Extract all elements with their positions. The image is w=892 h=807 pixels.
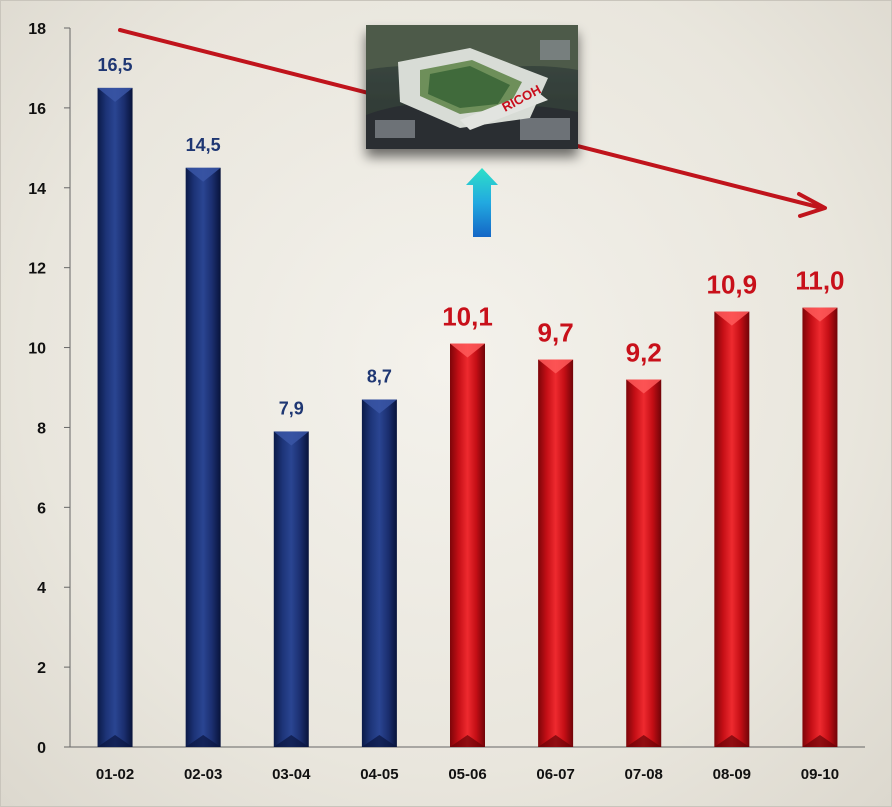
- y-tick-label: 4: [37, 580, 46, 597]
- bar-top-bevel: [97, 87, 133, 102]
- y-tick-label: 6: [37, 500, 46, 517]
- data-label: 10,1: [442, 302, 493, 332]
- y-tick-label: 0: [37, 740, 46, 757]
- bar-01-02: [97, 87, 133, 747]
- y-tick-label: 12: [28, 261, 46, 278]
- data-label: 11,0: [795, 266, 844, 296]
- y-tick-label: 8: [37, 420, 46, 437]
- bar-top-bevel: [450, 343, 485, 358]
- bar-08-09: [714, 311, 750, 747]
- data-label: 7,9: [279, 398, 304, 418]
- x-tick-label: 09-10: [801, 766, 839, 783]
- bar: [538, 359, 574, 747]
- bar: [626, 379, 662, 747]
- bar: [97, 87, 133, 747]
- bar-05-06: [450, 343, 485, 747]
- bar-top-bevel: [626, 379, 662, 394]
- y-tick-label: 2: [37, 660, 46, 677]
- x-tick-label: 06-07: [536, 766, 574, 783]
- y-tick-label: 18: [28, 21, 46, 38]
- bar: [802, 307, 838, 747]
- bar-07-08: [626, 379, 662, 747]
- bar-bottom-bevel: [626, 735, 662, 747]
- bar-top-bevel: [714, 311, 750, 326]
- bar-bottom-bevel: [97, 735, 133, 747]
- bar-bottom-bevel: [185, 735, 221, 747]
- bar-top-bevel: [538, 359, 574, 374]
- bar-06-07: [538, 359, 574, 747]
- bar: [361, 399, 397, 747]
- y-tick-label: 10: [28, 341, 46, 358]
- bar-04-05: [361, 399, 397, 747]
- bar: [450, 343, 485, 747]
- data-label: 9,2: [626, 338, 662, 368]
- bar-bottom-bevel: [538, 735, 574, 747]
- x-tick-label: 05-06: [448, 766, 486, 783]
- x-tick-label: 07-08: [625, 766, 663, 783]
- x-tick-label: 04-05: [360, 766, 398, 783]
- stadium-photo: RICOH: [366, 25, 578, 149]
- bar: [273, 431, 309, 747]
- bar-09-10: [802, 307, 838, 747]
- bar-02-03: [185, 167, 221, 748]
- bar-bottom-bevel: [802, 735, 838, 747]
- bar-bottom-bevel: [714, 735, 750, 747]
- bar-03-04: [273, 431, 309, 747]
- bar: [714, 311, 750, 747]
- x-tick-label: 02-03: [184, 766, 222, 783]
- y-tick-label: 14: [28, 181, 46, 198]
- bar-top-bevel: [361, 399, 397, 414]
- x-tick-label: 08-09: [713, 766, 751, 783]
- bar-top-bevel: [185, 167, 221, 182]
- up-arrow-icon: [466, 168, 498, 237]
- data-label: 10,9: [707, 270, 758, 300]
- bar-top-bevel: [273, 431, 309, 446]
- data-label: 9,7: [538, 318, 574, 348]
- bar-top-bevel: [802, 307, 838, 322]
- data-label: 8,7: [367, 366, 392, 386]
- data-label: 14,5: [186, 135, 221, 155]
- y-tick-label: 16: [28, 101, 46, 118]
- x-tick-label: 03-04: [272, 766, 311, 783]
- bar: [185, 167, 221, 748]
- bar-bottom-bevel: [361, 735, 397, 747]
- x-tick-label: 01-02: [96, 766, 134, 783]
- bar-bottom-bevel: [273, 735, 309, 747]
- data-label: 16,5: [98, 55, 133, 75]
- bar-bottom-bevel: [450, 735, 485, 747]
